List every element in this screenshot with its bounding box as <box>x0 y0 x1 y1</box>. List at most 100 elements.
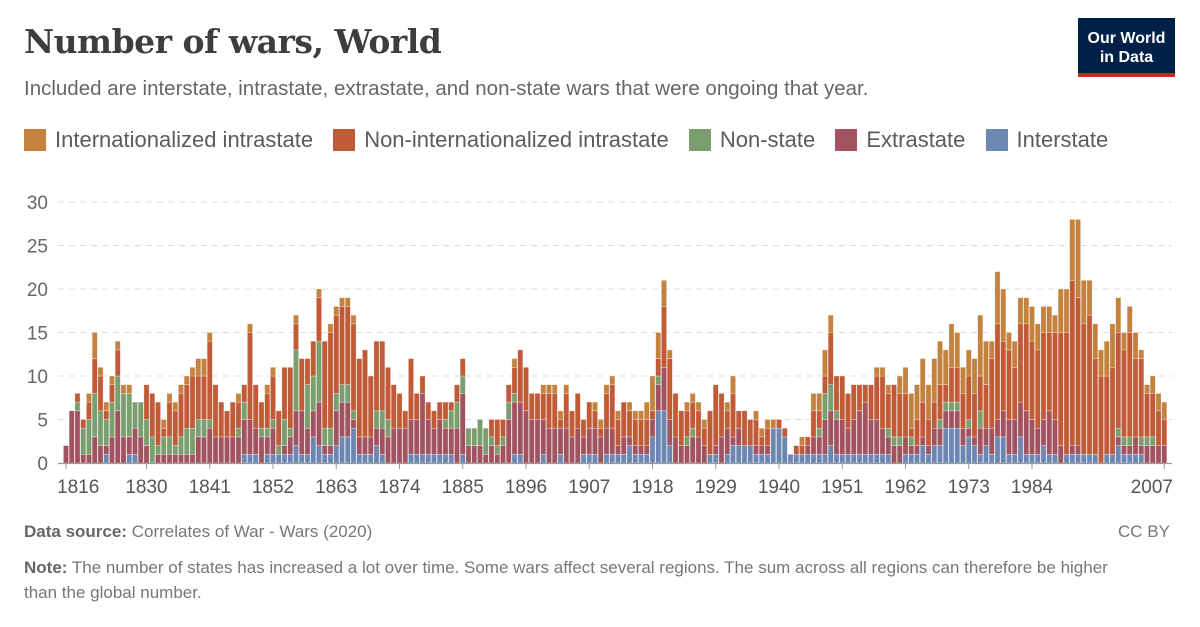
bar-2007[interactable] <box>1161 401 1168 464</box>
bar-segment-non-internationalized-intrastate[interactable] <box>1132 358 1139 438</box>
bar-segment-interstate[interactable] <box>776 427 782 464</box>
bar-segment-non-internationalized-intrastate[interactable] <box>1155 410 1162 446</box>
bar-segment-interstate[interactable] <box>799 453 805 464</box>
bar-segment-internationalized-intrastate[interactable] <box>977 314 984 377</box>
bar-segment-non-state[interactable] <box>287 427 294 438</box>
bar-segment-non-internationalized-intrastate[interactable] <box>896 393 903 438</box>
bar-segment-extrastate[interactable] <box>293 410 299 446</box>
bar-1979[interactable] <box>1000 288 1007 464</box>
bar-segment-internationalized-intrastate[interactable] <box>86 393 92 403</box>
bar-1950[interactable] <box>833 375 840 464</box>
bar-segment-non-internationalized-intrastate[interactable] <box>827 332 834 386</box>
bar-segment-non-state[interactable] <box>477 419 483 446</box>
bar-segment-extrastate[interactable] <box>442 427 449 455</box>
bar-segment-interstate[interactable] <box>1000 436 1007 464</box>
bar-segment-interstate[interactable] <box>316 445 322 464</box>
bar-segment-interstate[interactable] <box>270 453 276 464</box>
bar-segment-extrastate[interactable] <box>735 427 742 446</box>
bar-1904[interactable] <box>569 410 575 464</box>
bar-segment-extrastate[interactable] <box>436 419 443 455</box>
bar-segment-interstate[interactable] <box>730 445 736 464</box>
bar-segment-non-internationalized-intrastate[interactable] <box>689 401 696 429</box>
bar-segment-non-internationalized-intrastate[interactable] <box>1000 340 1007 412</box>
bar-1817[interactable] <box>68 410 75 464</box>
bar-1982[interactable] <box>1017 297 1024 464</box>
bar-segment-interstate[interactable] <box>1040 445 1047 464</box>
bar-segment-non-state[interactable] <box>885 427 892 438</box>
bar-segment-internationalized-intrastate[interactable] <box>896 375 903 394</box>
bar-segment-internationalized-intrastate[interactable] <box>666 349 673 359</box>
bar-1900[interactable] <box>546 384 552 464</box>
bar-segment-non-internationalized-intrastate[interactable] <box>1075 297 1081 446</box>
bar-1931[interactable] <box>724 401 731 464</box>
bar-segment-non-state[interactable] <box>448 410 455 429</box>
bar-segment-interstate[interactable] <box>132 453 138 464</box>
bar-1863[interactable] <box>333 306 340 464</box>
bar-segment-interstate[interactable] <box>603 453 610 464</box>
bar-segment-non-internationalized-intrastate[interactable] <box>919 401 926 438</box>
bar-segment-non-state[interactable] <box>822 393 828 420</box>
bar-segment-internationalized-intrastate[interactable] <box>827 314 834 333</box>
bar-1959[interactable] <box>885 384 892 464</box>
bar-segment-interstate[interactable] <box>431 453 437 464</box>
bar-segment-internationalized-intrastate[interactable] <box>942 349 949 385</box>
bar-segment-interstate[interactable] <box>287 453 294 464</box>
bar-segment-interstate[interactable] <box>885 453 892 464</box>
bar-segment-internationalized-intrastate[interactable] <box>695 401 702 412</box>
bar-1882[interactable] <box>442 401 449 464</box>
bar-segment-extrastate[interactable] <box>850 419 857 455</box>
bar-segment-extrastate[interactable] <box>390 427 397 464</box>
bar-1873[interactable] <box>390 384 397 464</box>
bar-segment-extrastate[interactable] <box>678 445 685 464</box>
bar-segment-extrastate[interactable] <box>178 453 184 464</box>
bar-segment-non-internationalized-intrastate[interactable] <box>201 375 207 420</box>
bar-segment-extrastate[interactable] <box>626 436 633 446</box>
bar-segment-non-internationalized-intrastate[interactable] <box>178 393 184 438</box>
bar-segment-extrastate[interactable] <box>63 445 69 464</box>
bar-segment-interstate[interactable] <box>764 453 771 464</box>
bar-segment-extrastate[interactable] <box>833 419 840 455</box>
bar-segment-extrastate[interactable] <box>356 436 363 455</box>
bar-segment-interstate[interactable] <box>293 445 299 464</box>
bar-segment-internationalized-intrastate[interactable] <box>960 366 966 394</box>
bar-segment-internationalized-intrastate[interactable] <box>166 393 173 403</box>
bar-segment-non-internationalized-intrastate[interactable] <box>753 419 759 446</box>
bar-segment-interstate[interactable] <box>1132 453 1139 464</box>
bar-segment-non-internationalized-intrastate[interactable] <box>724 410 731 429</box>
license-link[interactable]: CC BY <box>1118 522 1170 541</box>
bar-segment-interstate[interactable] <box>419 453 426 464</box>
bar-segment-internationalized-intrastate[interactable] <box>925 384 932 420</box>
bar-segment-extrastate[interactable] <box>1161 445 1168 464</box>
bar-segment-extrastate[interactable] <box>730 436 736 446</box>
bar-segment-internationalized-intrastate[interactable] <box>902 366 909 394</box>
bar-segment-internationalized-intrastate[interactable] <box>885 384 892 394</box>
bar-segment-interstate[interactable] <box>1023 453 1030 464</box>
bar-1928[interactable] <box>707 410 713 464</box>
bar-1992[interactable] <box>1075 219 1081 464</box>
bar-segment-non-internationalized-intrastate[interactable] <box>459 358 466 377</box>
bar-segment-non-state[interactable] <box>172 445 179 455</box>
bar-segment-internationalized-intrastate[interactable] <box>316 288 322 298</box>
bar-segment-extrastate[interactable] <box>632 445 639 455</box>
bar-segment-non-internationalized-intrastate[interactable] <box>885 393 892 429</box>
bar-segment-non-internationalized-intrastate[interactable] <box>758 436 765 446</box>
bar-segment-extrastate[interactable] <box>925 445 932 455</box>
bar-segment-interstate[interactable] <box>960 445 966 464</box>
bar-1958[interactable] <box>879 366 886 464</box>
bar-segment-extrastate[interactable] <box>523 410 529 464</box>
bar-1871[interactable] <box>379 340 386 464</box>
bar-segment-non-state[interactable] <box>505 401 512 420</box>
bar-1910[interactable] <box>603 384 610 464</box>
bar-segment-non-internationalized-intrastate[interactable] <box>166 401 173 438</box>
bar-segment-non-internationalized-intrastate[interactable] <box>218 401 225 438</box>
bar-segment-interstate[interactable] <box>965 436 972 464</box>
bar-segment-extrastate[interactable] <box>281 445 288 455</box>
bar-segment-extrastate[interactable] <box>160 453 167 464</box>
bar-segment-internationalized-intrastate[interactable] <box>1069 219 1076 281</box>
bar-1857[interactable] <box>298 358 305 464</box>
bar-segment-extrastate[interactable] <box>661 366 667 412</box>
bar-1839[interactable] <box>195 358 202 464</box>
bar-segment-non-internationalized-intrastate[interactable] <box>718 393 725 438</box>
bar-segment-extrastate[interactable] <box>672 436 679 464</box>
bar-2004[interactable] <box>1144 384 1150 464</box>
